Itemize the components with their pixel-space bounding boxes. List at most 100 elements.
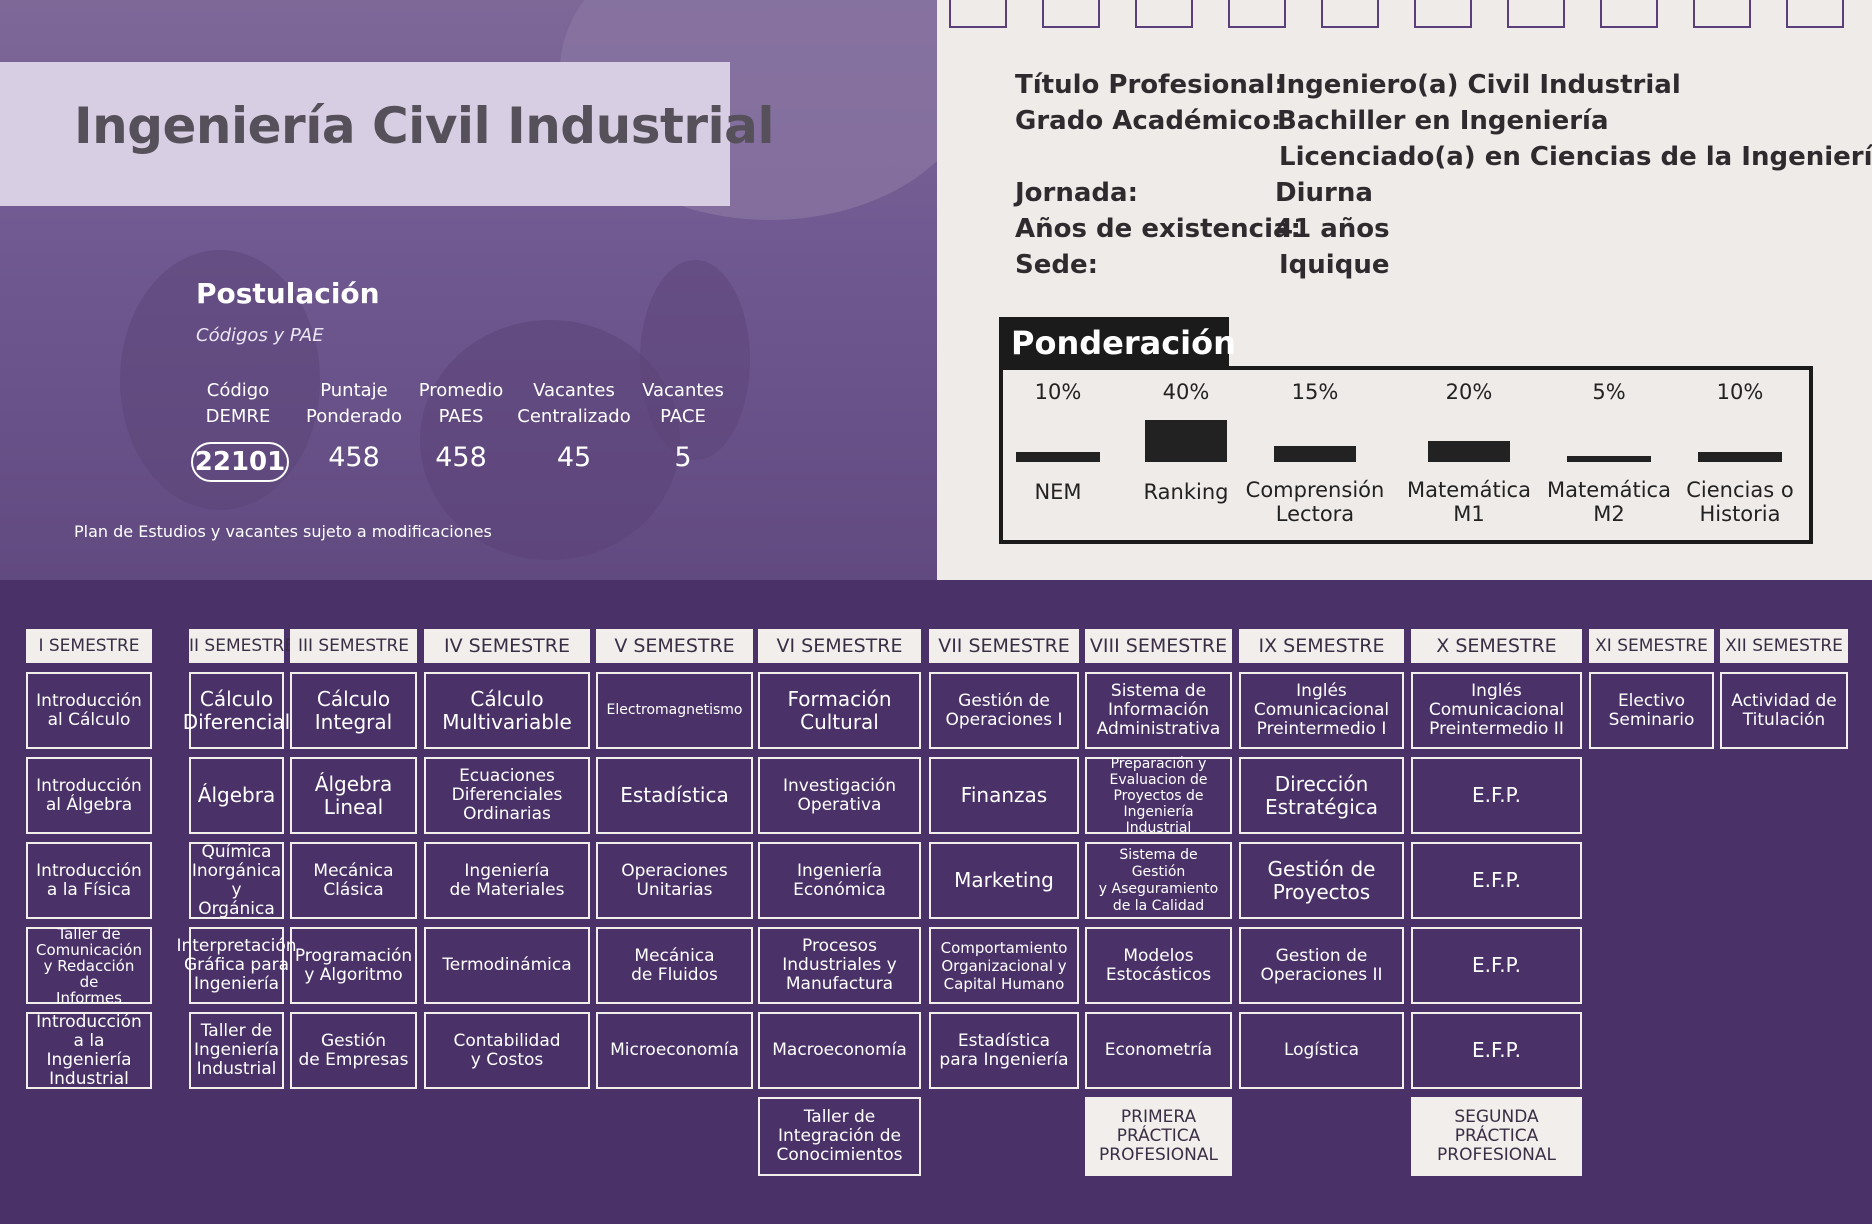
semester-header: XI SEMESTRE <box>1589 629 1714 663</box>
ponderacion-bar <box>1016 451 1100 462</box>
course-cell: Contabilidad y Costos <box>424 1012 590 1089</box>
semester-header: X SEMESTRE <box>1411 629 1582 663</box>
anos-label: Años de existencia: <box>1015 214 1301 244</box>
course-cell: Taller de Integración de Conocimientos <box>758 1097 921 1176</box>
decorative-stamp-notch <box>1042 0 1100 28</box>
course-cell: Sistema de Gestión y Aseguramiento de la… <box>1085 842 1232 919</box>
career-info-panel <box>937 0 1872 580</box>
course-cell: E.F.P. <box>1411 842 1582 919</box>
course-cell: E.F.P. <box>1411 1012 1582 1089</box>
course-cell: Econometría <box>1085 1012 1232 1089</box>
promedio-paes-value: 458 <box>435 442 487 473</box>
decorative-stamp-notch <box>1693 0 1751 28</box>
semester-header: III SEMESTRE <box>290 629 417 663</box>
course-cell: Cálculo Integral <box>290 672 417 749</box>
course-cell: Gestión de Empresas <box>290 1012 417 1089</box>
course-cell: Mecánica de Fluidos <box>596 927 753 1004</box>
semester-header: VIII SEMESTRE <box>1085 629 1232 663</box>
course-cell: Ecuaciones Diferenciales Ordinarias <box>424 757 590 834</box>
semester-header: V SEMESTRE <box>596 629 753 663</box>
puntaje-ponderado-value: 458 <box>328 442 380 473</box>
course-cell: PRIMERA PRÁCTICA PROFESIONAL <box>1085 1097 1232 1176</box>
course-cell: Introducción a la Física <box>26 842 152 919</box>
ponderacion-percent: 10% <box>1034 380 1082 404</box>
course-cell: Estadística <box>596 757 753 834</box>
ponderacion-label: NEM <box>1034 480 1082 504</box>
course-cell: Microeconomía <box>596 1012 753 1089</box>
ponderacion-percent: 5% <box>1592 380 1626 404</box>
course-cell: Gestion de Operaciones II <box>1239 927 1404 1004</box>
course-cell: E.F.P. <box>1411 927 1582 1004</box>
course-cell: SEGUNDA PRÁCTICA PROFESIONAL <box>1411 1097 1582 1176</box>
jornada-value: Diurna <box>1275 178 1373 208</box>
course-cell: Dirección Estratégica <box>1239 757 1404 834</box>
vacantes-centralizado-value: 45 <box>556 442 592 473</box>
vacantes-centralizado-label: Vacantes Centralizado <box>517 380 631 427</box>
ponderacion-label: Comprensión Lectora <box>1245 478 1385 526</box>
course-cell: Introducción a la Ingeniería Industrial <box>26 1012 152 1089</box>
title-band <box>0 62 730 206</box>
course-cell: Ingeniería de Materiales <box>424 842 590 919</box>
codigo-demre-label: Código DEMRE <box>205 380 271 427</box>
course-cell: Mecánica Clásica <box>290 842 417 919</box>
course-cell: Logística <box>1239 1012 1404 1089</box>
page-title: Ingeniería Civil Industrial <box>74 97 775 155</box>
sede-label: Sede: <box>1015 250 1099 280</box>
sede-value: Iquique <box>1279 250 1390 280</box>
course-cell: Modelos Estocásticos <box>1085 927 1232 1004</box>
ponderacion-bar <box>1145 420 1227 462</box>
course-cell: Álgebra Lineal <box>290 757 417 834</box>
decorative-stamp-notch <box>949 0 1007 28</box>
decorative-stamp-notch <box>1135 0 1193 28</box>
decorative-stamp-notch <box>1321 0 1379 28</box>
ponderacion-label: Ranking <box>1143 480 1229 504</box>
course-cell: Gestión de Operaciones I <box>929 672 1079 749</box>
titulo-label: Título Profesional: <box>1015 70 1285 100</box>
course-cell: Preparación y Evaluacion de Proyectos de… <box>1085 756 1232 836</box>
course-cell: Electivo Seminario <box>1589 672 1714 749</box>
course-cell: Cálculo Multivariable <box>424 672 590 749</box>
course-cell: Taller de Comunicación y Redacción de In… <box>26 926 152 1006</box>
ponderacion-bar <box>1567 456 1651 462</box>
grado-value-1: Bachiller en Ingeniería <box>1277 106 1609 136</box>
semester-header: VI SEMESTRE <box>758 629 921 663</box>
decorative-stamp-notch <box>1507 0 1565 28</box>
course-cell: Sistema de Información Administrativa <box>1085 672 1232 749</box>
decorative-stamp-notch <box>1600 0 1658 28</box>
semester-header: II SEMESTRE <box>189 629 295 663</box>
ponderacion-bar <box>1428 441 1510 462</box>
semester-header: XII SEMESTRE <box>1720 629 1848 663</box>
course-cell: Química Inorgánica y Orgánica <box>189 842 284 919</box>
ponderacion-percent: 10% <box>1716 380 1764 404</box>
course-cell: Cálculo Diferencial <box>183 672 290 749</box>
semester-header: I SEMESTRE <box>26 629 152 663</box>
course-cell: Electromagnetismo <box>596 672 753 749</box>
ponderacion-percent: 40% <box>1162 380 1210 404</box>
course-cell: Investigación Operativa <box>758 757 921 834</box>
ponderacion-title: Ponderación <box>999 317 1236 367</box>
ponderacion-percent: 15% <box>1291 380 1339 404</box>
course-cell: Operaciones Unitarias <box>596 842 753 919</box>
course-cell: Procesos Industriales y Manufactura <box>758 927 921 1004</box>
ponderacion-box <box>999 366 1813 544</box>
ponderacion-bar <box>1274 446 1356 462</box>
course-cell: Álgebra <box>189 757 284 834</box>
course-cell: Introducción al Álgebra <box>26 757 152 834</box>
postulacion-subtitle: Códigos y PAE <box>196 325 324 346</box>
semester-header: IV SEMESTRE <box>424 629 590 663</box>
course-cell: Termodinámica <box>424 927 590 1004</box>
semester-header: VII SEMESTRE <box>929 629 1079 663</box>
anos-value: 41 años <box>1275 214 1390 244</box>
semester-header: IX SEMESTRE <box>1239 629 1404 663</box>
postulacion-title: Postulación <box>196 277 380 310</box>
course-cell: Gestión de Proyectos <box>1239 842 1404 919</box>
ponderacion-label: Matemática M1 <box>1407 478 1531 526</box>
course-cell: Comportamiento Organizacional y Capital … <box>929 927 1079 1004</box>
course-cell: Estadística para Ingeniería <box>929 1012 1079 1089</box>
decorative-stamp-notch <box>1786 0 1844 28</box>
course-cell: Inglés Comunicacional Preintermedio II <box>1411 672 1582 749</box>
puntaje-ponderado-label: Puntaje Ponderado <box>305 380 402 427</box>
codigo-demre-value: 22101 <box>191 442 289 482</box>
grado-label: Grado Académico: <box>1015 106 1282 136</box>
course-cell: Macroeconomía <box>758 1012 921 1089</box>
